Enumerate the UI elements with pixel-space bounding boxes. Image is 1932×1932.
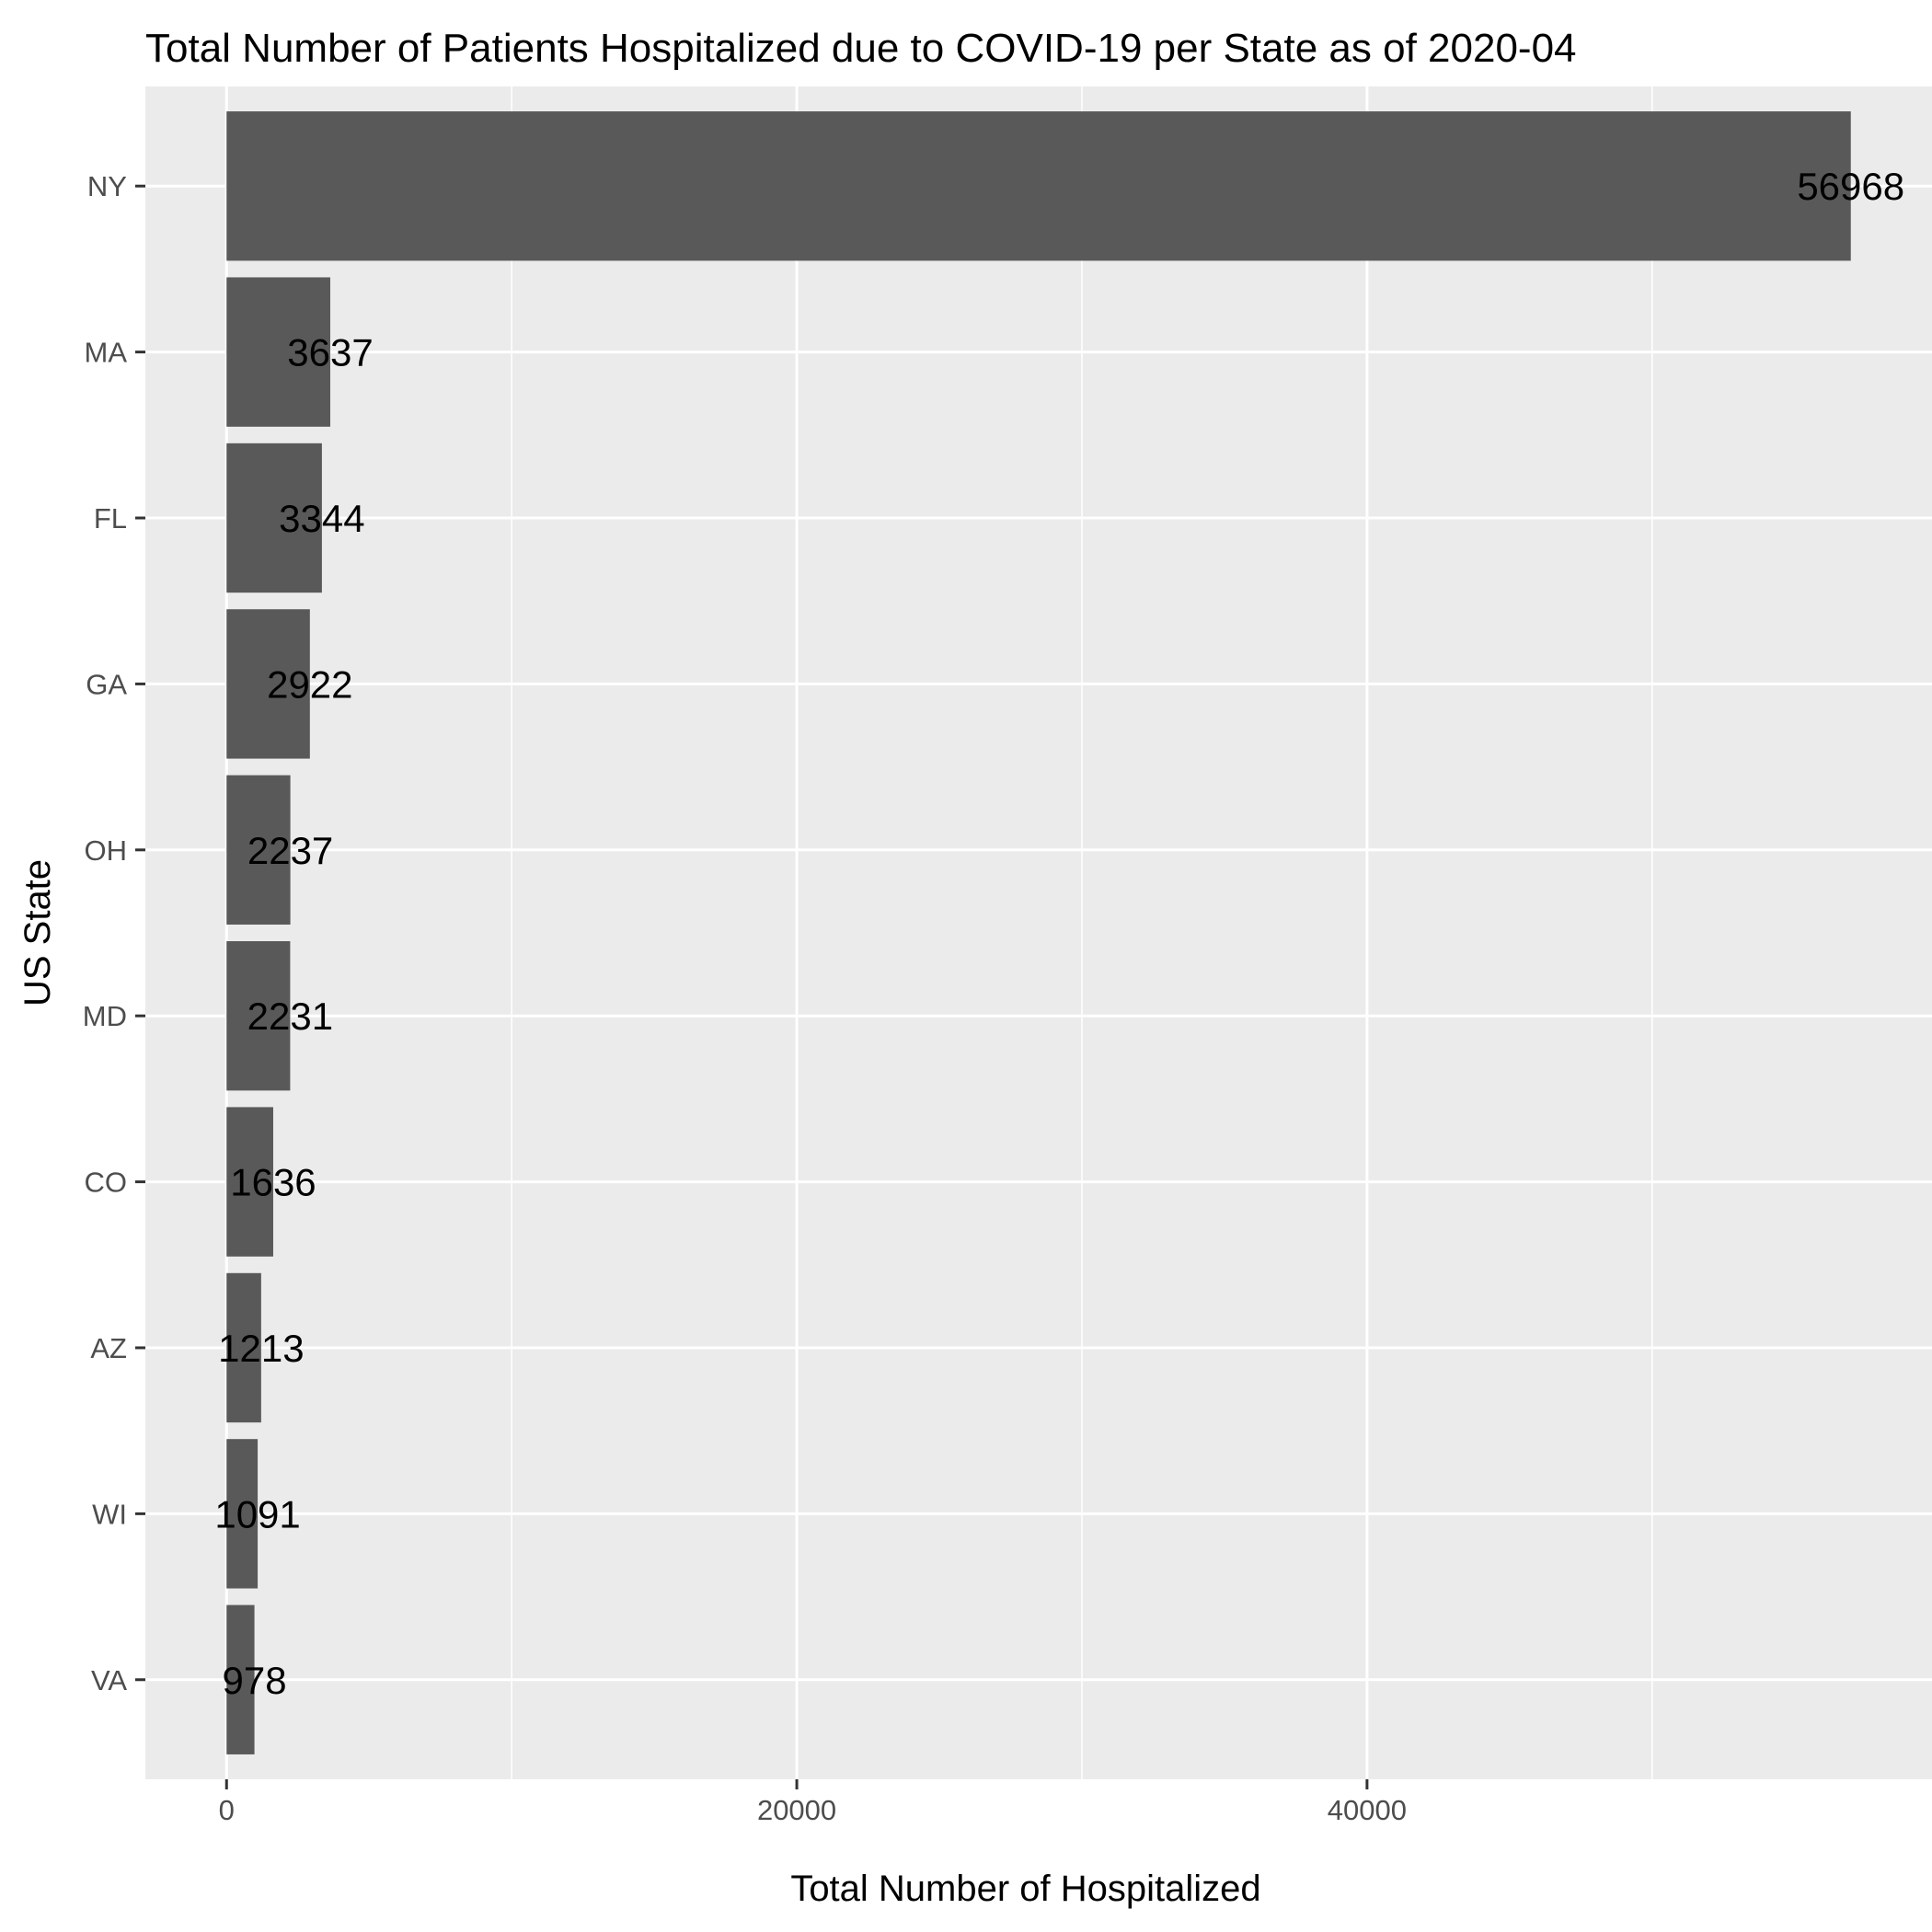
- bar-ma: [226, 277, 330, 427]
- bar-ny: [226, 111, 1851, 261]
- bar-oh: [226, 775, 291, 925]
- y-tick-label-ma: MA: [85, 337, 128, 369]
- data-label-co: 1636: [230, 1161, 316, 1204]
- bar-co: [226, 1107, 273, 1257]
- data-labels: 56968 3637 3344 2922 2237 2231 1636 1213 1091 978: [214, 165, 1904, 1702]
- y-tick-label-ga: GA: [86, 668, 127, 700]
- data-label-fl: 3344: [279, 497, 364, 540]
- data-label-va: 978: [223, 1659, 287, 1702]
- y-tick-label-az: AZ: [90, 1332, 127, 1364]
- plot-panel: [145, 86, 1932, 1779]
- y-tick-label-co: CO: [85, 1167, 128, 1199]
- data-label-oh: 2237: [247, 829, 333, 872]
- y-tick-label-va: VA: [91, 1664, 127, 1696]
- bar-fl: [226, 443, 322, 593]
- data-label-ny: 56968: [1797, 165, 1904, 208]
- x-tick-label-40000: 40000: [1328, 1794, 1407, 1826]
- data-label-md: 2231: [247, 995, 333, 1038]
- data-label-ma: 3637: [287, 331, 373, 374]
- y-axis: NY MA FL GA OH MD CO AZ WI VA: [83, 170, 145, 1696]
- y-tick-label-ny: NY: [87, 170, 127, 202]
- y-axis-title: US State: [17, 859, 58, 1006]
- data-label-wi: 1091: [214, 1492, 300, 1535]
- data-label-ga: 2922: [267, 662, 352, 706]
- x-tick-label-20000: 20000: [757, 1794, 836, 1826]
- gridlines: [145, 86, 1932, 1779]
- bar-md: [226, 941, 291, 1091]
- x-axis-title: Total Number of Hospitalized: [790, 1869, 1260, 1909]
- y-tick-label-fl: FL: [94, 502, 127, 535]
- bar-wi: [226, 1439, 259, 1589]
- y-tick-label-md: MD: [83, 1000, 127, 1032]
- chart-title: Total Number of Patients Hospitalized du…: [145, 26, 1577, 71]
- bar-az: [226, 1272, 261, 1423]
- bar-ga: [226, 609, 310, 759]
- y-tick-label-oh: OH: [85, 834, 128, 867]
- y-tick-label-wi: WI: [92, 1498, 127, 1530]
- bars: [226, 111, 1851, 1754]
- x-tick-label-0: 0: [219, 1794, 235, 1826]
- x-axis: 0 20000 40000: [219, 1779, 1407, 1826]
- bar-va: [226, 1604, 255, 1754]
- data-label-az: 1213: [218, 1327, 304, 1370]
